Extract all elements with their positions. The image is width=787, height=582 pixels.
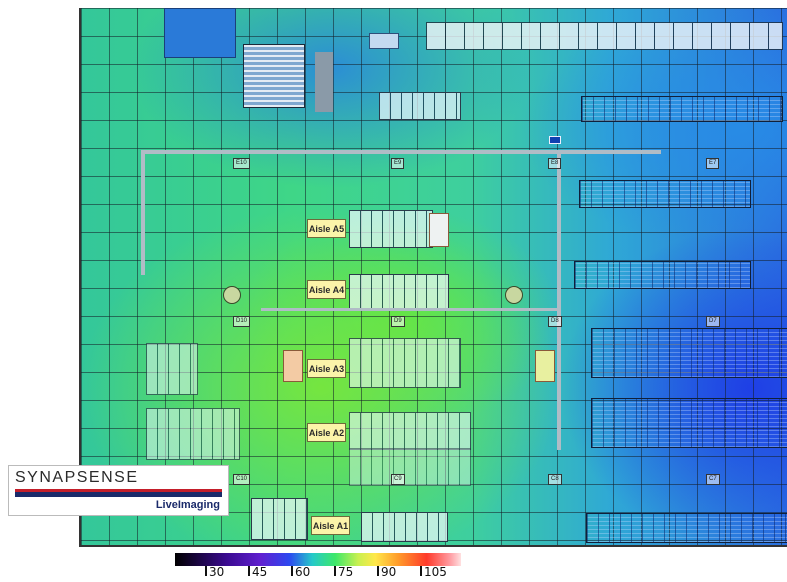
logo-stripe <box>15 489 222 492</box>
column-tag-c8: C8 <box>548 474 562 485</box>
rack-row <box>349 412 471 450</box>
temperature-color-scale <box>175 553 461 566</box>
scale-tick-label: 60 <box>295 565 311 579</box>
rack-row <box>146 408 240 460</box>
rack-row <box>251 498 308 540</box>
column-tag-e10: E10 <box>233 158 250 169</box>
entry-door[interactable] <box>369 33 399 49</box>
rack-row <box>349 338 461 388</box>
stairwell <box>243 44 305 108</box>
wall-segment <box>315 52 333 112</box>
rack-row <box>591 398 787 448</box>
scale-tick <box>334 566 336 576</box>
scale-tick <box>291 566 293 576</box>
pipe-run <box>557 150 561 450</box>
scale-tick-label: 75 <box>338 565 354 579</box>
pipe-run <box>141 150 145 275</box>
rack-row <box>591 328 787 378</box>
cooling-unit <box>429 213 449 247</box>
aisle-label-a3[interactable]: Aisle A3 <box>307 359 346 378</box>
scale-tick <box>205 566 207 576</box>
column-tag-d10: D10 <box>233 316 251 327</box>
crac-unit-row <box>426 22 783 50</box>
synapsense-logo: SYNAPSENSE LiveImaging <box>8 465 229 516</box>
column-tag-e8: E8 <box>548 158 562 169</box>
rack-row <box>379 92 461 120</box>
logo-brand-text: SYNAPSENSE <box>15 469 139 486</box>
logo-product-text: LiveImaging <box>155 499 220 511</box>
scale-tick <box>420 566 422 576</box>
logo-stripe <box>15 492 222 497</box>
crac-unit-icon[interactable] <box>505 286 523 304</box>
scale-tick <box>377 566 379 576</box>
power-unit[interactable] <box>283 350 303 382</box>
column-tag-d7: D7 <box>706 316 720 327</box>
column-tag-e7: E7 <box>706 158 720 169</box>
rack-row <box>579 180 751 208</box>
scale-tick <box>248 566 250 576</box>
room-block <box>164 8 236 58</box>
aisle-label-a2[interactable]: Aisle A2 <box>307 423 346 442</box>
scale-tick-label: 30 <box>209 565 225 579</box>
column-tag-c7: C7 <box>706 474 720 485</box>
pipe-run <box>141 150 661 154</box>
rack-row <box>361 512 448 542</box>
scale-tick-label: 105 <box>424 565 447 579</box>
scale-tick-label: 45 <box>252 565 268 579</box>
column-tag-d8: D8 <box>548 316 562 327</box>
rack-row <box>349 448 471 486</box>
rack-row <box>146 343 198 395</box>
crac-unit-icon[interactable] <box>223 286 241 304</box>
north-marker <box>549 136 561 144</box>
column-tag-c9: C9 <box>391 474 405 485</box>
column-tag-c10: C10 <box>233 474 251 485</box>
aisle-label-a5[interactable]: Aisle A5 <box>307 219 346 238</box>
pipe-run <box>261 308 561 311</box>
column-tag-e9: E9 <box>391 158 405 169</box>
column-tag-d9: D9 <box>391 316 405 327</box>
rack-row <box>349 210 433 248</box>
rack-row <box>349 274 449 310</box>
aisle-label-a1[interactable]: Aisle A1 <box>311 516 350 535</box>
rack-row <box>581 96 783 122</box>
aisle-label-a4[interactable]: Aisle A4 <box>307 280 346 299</box>
power-unit[interactable] <box>535 350 555 382</box>
rack-row <box>574 261 751 289</box>
scale-tick-label: 90 <box>381 565 397 579</box>
rack-row <box>586 513 787 543</box>
